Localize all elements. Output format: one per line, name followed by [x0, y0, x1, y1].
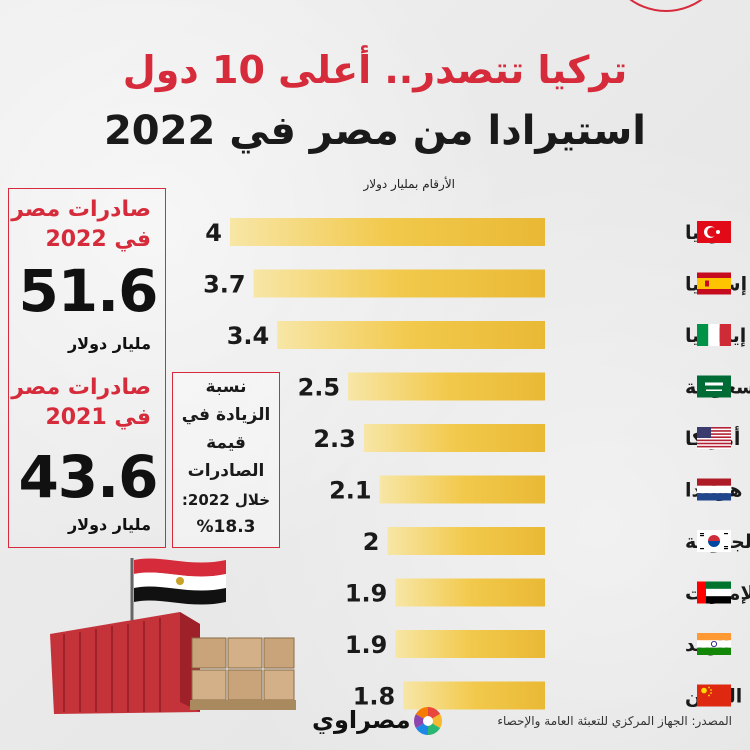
- increase-box: نسبة الزيادة في قيمة الصادرات خلال 2022:…: [172, 372, 280, 548]
- masrawy-logo: مصراوي: [312, 706, 442, 736]
- bar-1: [253, 269, 545, 298]
- uae-flag-icon: [697, 581, 731, 604]
- value-label-3: 2.5: [298, 374, 341, 402]
- exports-2022-unit: مليار دولار: [67, 334, 151, 353]
- value-label-8: 1.9: [345, 631, 388, 659]
- increase-value: %18.3: [196, 517, 256, 537]
- increase-line-3: قيمة: [206, 433, 246, 453]
- south-korea-flag-icon: [697, 530, 731, 552]
- bar-0: [230, 218, 545, 246]
- bar-8: [395, 630, 545, 658]
- exports-2021-unit: مليار دولار: [67, 515, 151, 534]
- exports-2022-label-1: صادرات مصر: [11, 197, 151, 222]
- title-line-2: استيرادا من مصر في 2022: [103, 108, 647, 154]
- increase-line-1: نسبة: [205, 377, 247, 397]
- exports-2021-value: 43.6: [18, 443, 158, 511]
- value-label-4: 2.3: [313, 425, 356, 453]
- bar-2: [277, 321, 545, 349]
- logo-mark-icon: [414, 707, 442, 735]
- usa-flag-icon: [697, 427, 731, 449]
- value-label-7: 1.9: [345, 580, 388, 608]
- source-note: المصدر: الجهاز المركزي للتعبئة العامة وا…: [497, 714, 732, 728]
- logo-text: مصراوي: [312, 706, 411, 734]
- exports-summary-box: صادرات مصر في 2022 51.6 مليار دولار صادر…: [8, 188, 166, 548]
- shipping-container-illustration: [50, 558, 296, 714]
- value-label-2: 3.4: [227, 322, 270, 350]
- netherlands-flag-icon: [697, 478, 731, 501]
- increase-line-4: الصادرات: [187, 461, 265, 481]
- spain-flag-icon: [697, 272, 731, 295]
- value-label-0: 4: [205, 219, 222, 247]
- increase-line-5: خلال 2022:: [181, 491, 271, 509]
- china-flag-icon: [697, 684, 731, 707]
- title-line-1: تركيا تتصدر.. أعلى 10 دول: [122, 48, 628, 92]
- increase-line-2: الزيادة في: [181, 405, 271, 425]
- value-label-6: 2: [363, 528, 380, 556]
- bar-9: [403, 681, 545, 710]
- bar-6: [387, 527, 545, 555]
- exports-2022-value: 51.6: [18, 257, 158, 325]
- bar-5: [379, 475, 545, 504]
- unit-note: الأرقام بمليار دولار: [363, 177, 455, 191]
- bar-4: [363, 424, 545, 452]
- bar-7: [395, 578, 545, 607]
- turkey-flag-icon: [697, 221, 731, 243]
- saudi-flag-icon: [697, 375, 731, 398]
- value-label-9: 1.8: [353, 683, 396, 711]
- exports-2022-label-2: في 2022: [45, 227, 151, 252]
- value-label-1: 3.7: [203, 271, 246, 299]
- exports-2021-label-1: صادرات مصر: [11, 375, 151, 400]
- bar-3: [348, 372, 545, 401]
- value-label-5: 2.1: [329, 477, 372, 505]
- exports-2021-label-2: في 2021: [45, 405, 151, 430]
- india-flag-icon: [697, 633, 731, 655]
- italy-flag-icon: [697, 324, 731, 346]
